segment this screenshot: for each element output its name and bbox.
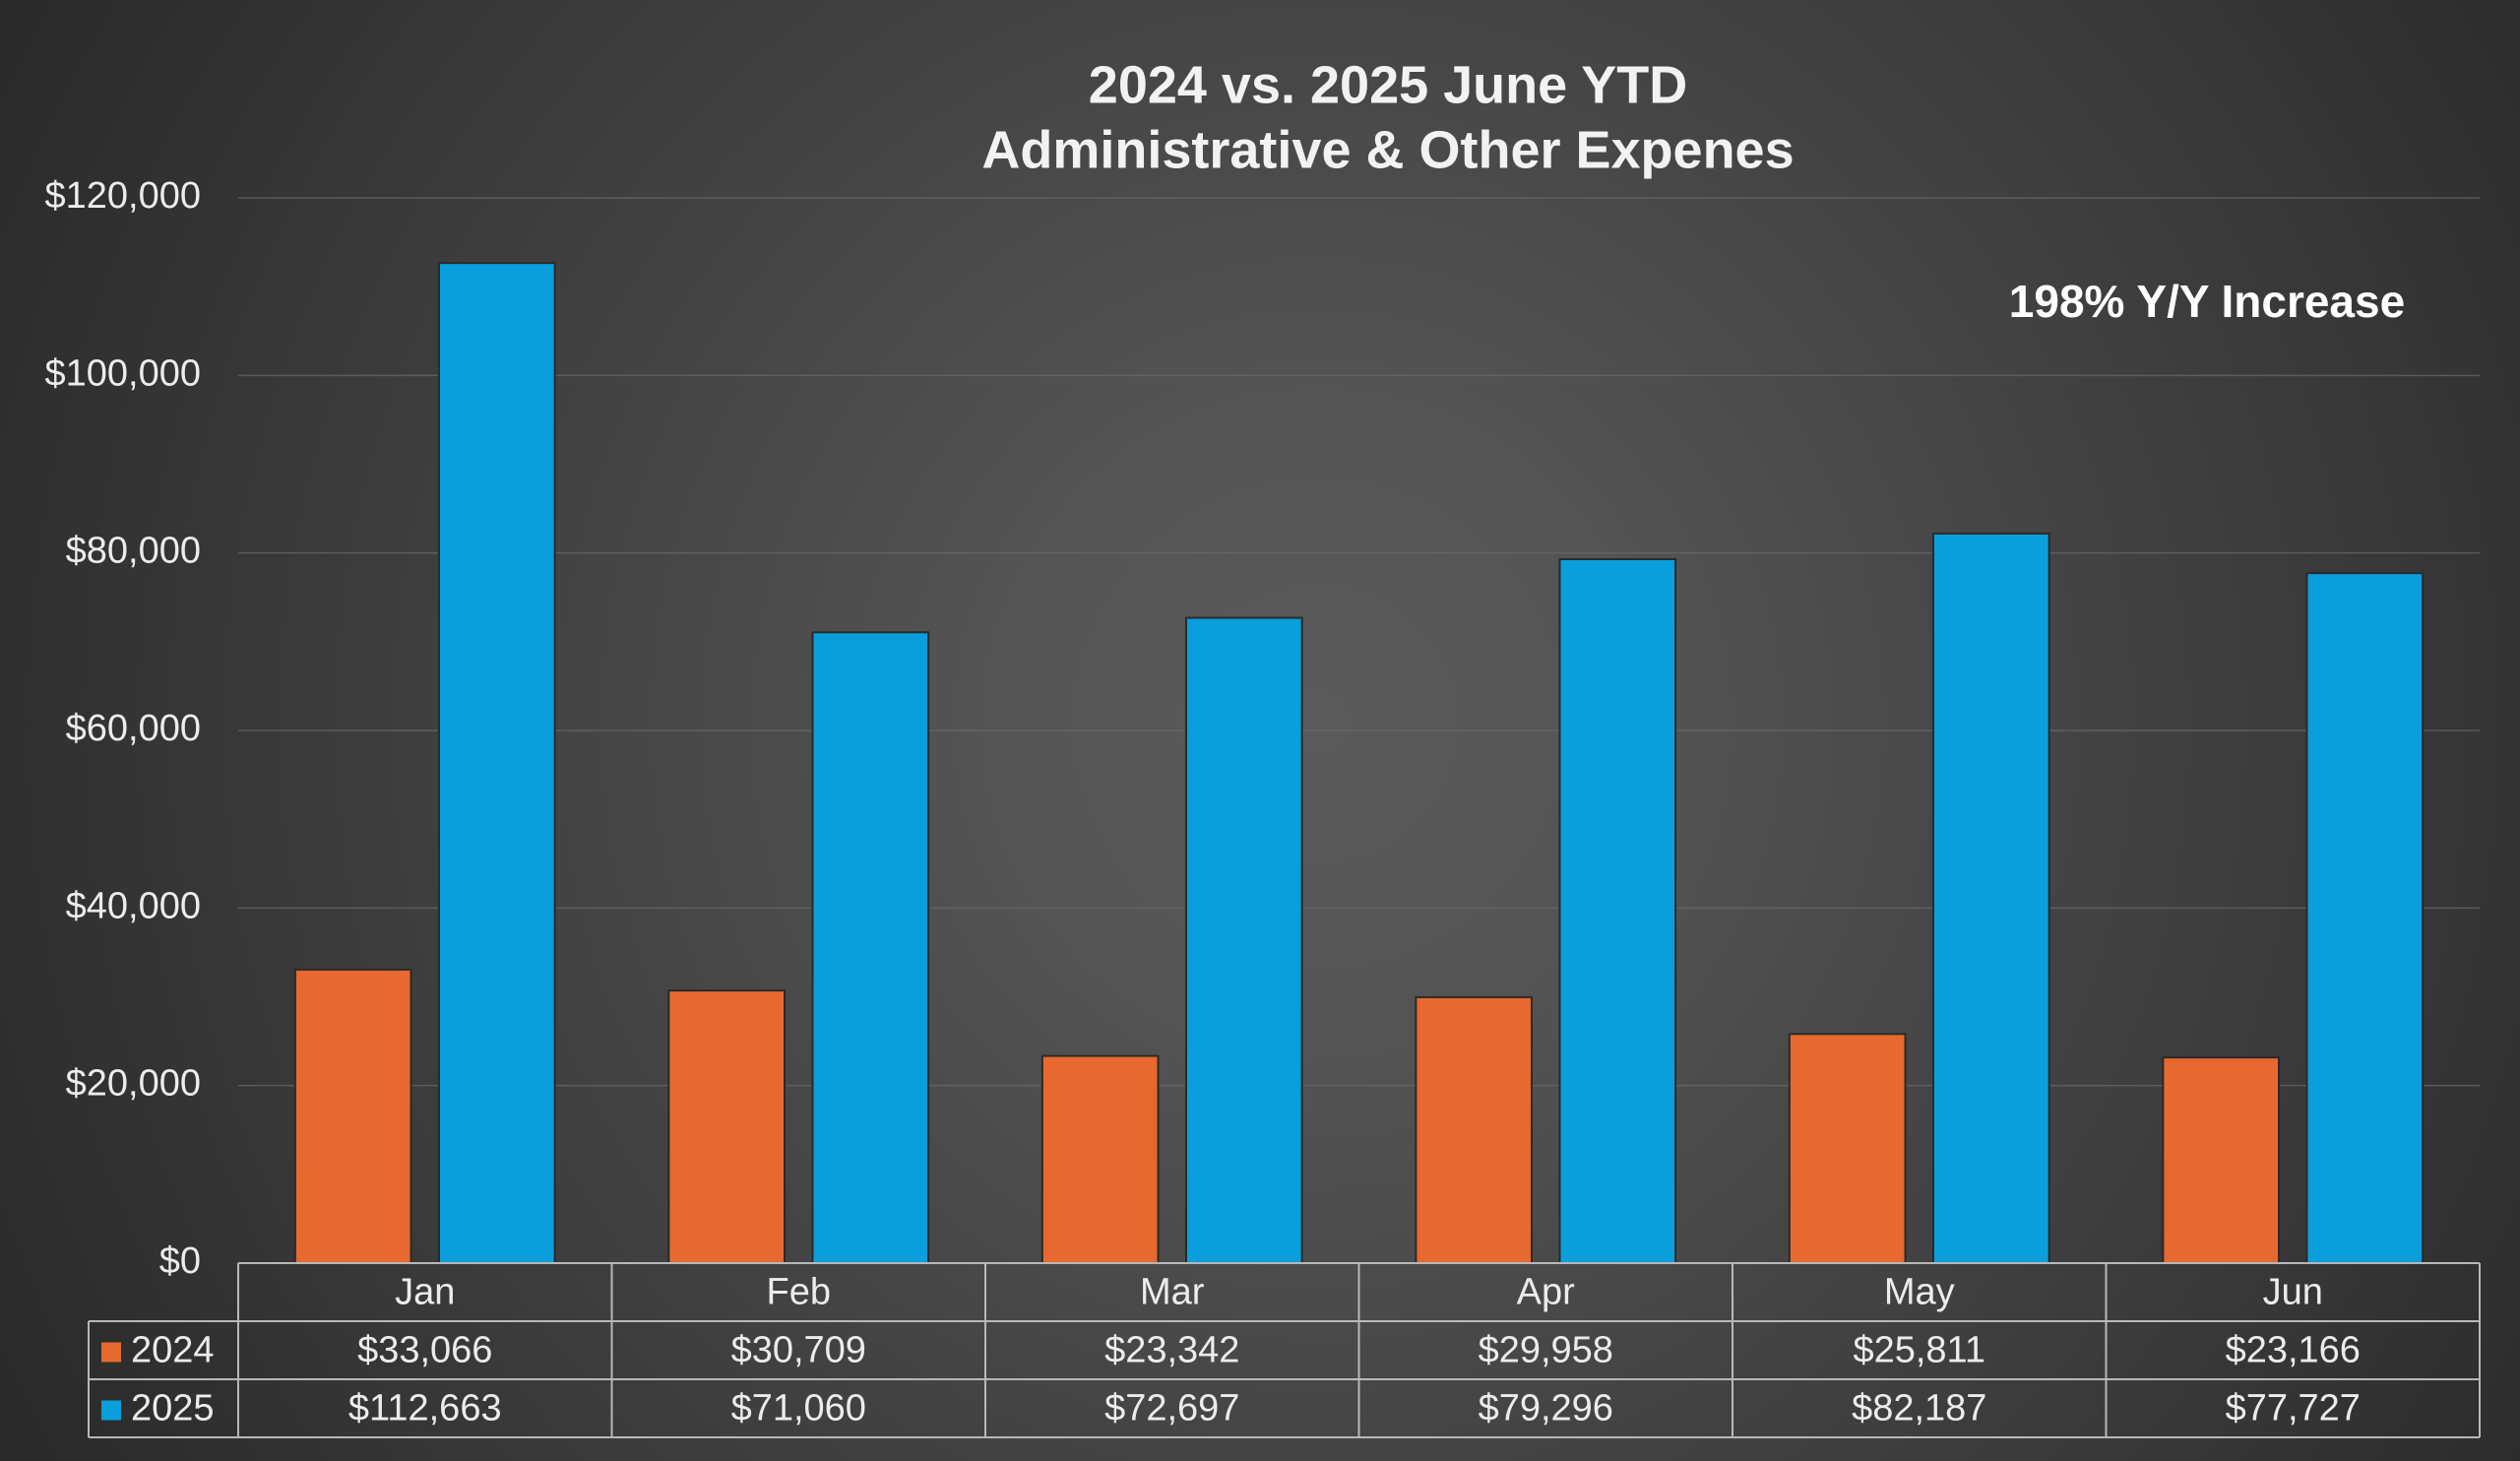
- x-tick-label: Feb: [767, 1272, 831, 1313]
- bar: [1040, 1054, 1160, 1264]
- x-tick-label: May: [1884, 1272, 1955, 1313]
- data-label: $29,958: [1479, 1330, 1613, 1371]
- data-label: $79,296: [1479, 1388, 1613, 1429]
- data-label: $72,697: [1104, 1388, 1239, 1429]
- data-label: $112,663: [348, 1388, 502, 1429]
- bar: [1931, 532, 2050, 1264]
- x-tick-label: Mar: [1140, 1272, 1205, 1313]
- y-tick-label: $40,000: [66, 885, 201, 926]
- y-tick-label: $80,000: [66, 531, 201, 572]
- data-label: $25,811: [1853, 1330, 1985, 1371]
- legend-swatch: [101, 1400, 121, 1421]
- bar: [1184, 616, 1303, 1264]
- legend-label: 2025: [131, 1388, 215, 1429]
- bar: [2305, 572, 2425, 1264]
- bar: [1558, 558, 1677, 1264]
- y-tick-label: $100,000: [45, 352, 202, 394]
- x-tick-label: Jun: [2263, 1272, 2323, 1313]
- data-label: $82,187: [1852, 1388, 1986, 1429]
- data-label: $23,342: [1104, 1330, 1239, 1371]
- y-tick-label: $20,000: [66, 1063, 201, 1105]
- bar: [1788, 1033, 1907, 1265]
- data-label: $30,709: [731, 1330, 866, 1371]
- x-tick-label: Apr: [1517, 1272, 1575, 1313]
- data-label: $71,060: [731, 1388, 866, 1429]
- y-tick-label: $0: [159, 1240, 201, 1282]
- data-label: $23,166: [2226, 1330, 2361, 1371]
- x-tick-label: Jan: [395, 1272, 455, 1313]
- y-tick-label: $60,000: [66, 708, 201, 749]
- chart-subtitle: Administrative & Other Expenes: [981, 120, 1794, 179]
- data-label: $77,727: [2226, 1388, 2361, 1429]
- bar: [1415, 995, 1534, 1265]
- annotation: 198% Y/Y Increase: [2009, 276, 2405, 327]
- bar: [811, 631, 930, 1264]
- bar: [293, 968, 412, 1265]
- chart-title: 2024 vs. 2025 June YTD: [1089, 55, 1687, 114]
- legend-swatch: [101, 1342, 121, 1363]
- y-tick-label: $120,000: [45, 175, 202, 217]
- legend-label: 2024: [131, 1330, 215, 1371]
- bar: [667, 989, 787, 1264]
- bar: [2162, 1056, 2281, 1264]
- data-label: $33,066: [357, 1330, 492, 1371]
- bar: [437, 262, 556, 1264]
